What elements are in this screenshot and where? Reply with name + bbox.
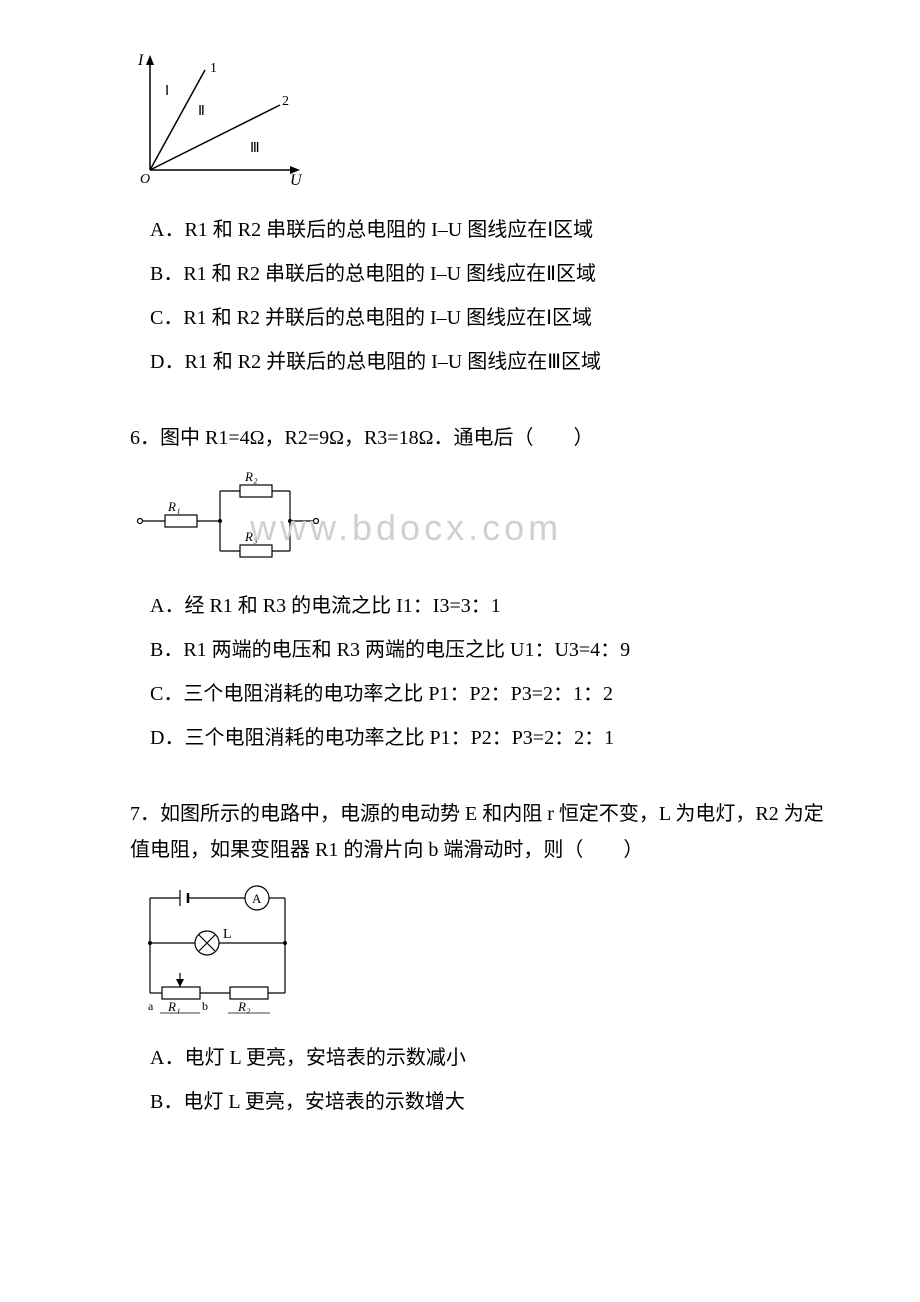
- q7-stem: 7．如图所示的电路中，电源的电动势 E 和内阻 r 恒定不变，L 为电灯，R2 …: [130, 796, 840, 868]
- q7-circuit-figure: A L a R₁ b R₂: [130, 878, 840, 1030]
- r1-label: R₁: [167, 499, 180, 514]
- region1-label: Ⅰ: [165, 84, 169, 99]
- region2-label: Ⅱ: [198, 104, 205, 119]
- q5-option-b: B．R1 和 R2 串联后的总电阻的 I–U 图线应在Ⅱ区域: [150, 256, 840, 292]
- r2-label-q7: R₂: [237, 999, 251, 1014]
- region3-label: Ⅲ: [250, 141, 260, 156]
- q6-option-a: A．经 R1 和 R3 的电流之比 I1：I3=3：1: [150, 588, 840, 624]
- r1-label-q7: R₁: [167, 999, 180, 1014]
- q5-option-c: C．R1 和 R2 并联后的总电阻的 I–U 图线应在Ⅰ区域: [150, 300, 840, 336]
- q5-option-d: D．R1 和 R2 并联后的总电阻的 I–U 图线应在Ⅲ区域: [150, 344, 840, 380]
- q5-graph-figure: I U O 1 2 Ⅰ Ⅱ Ⅲ: [130, 50, 840, 202]
- b-terminal-label: b: [202, 999, 208, 1013]
- line2-label: 2: [282, 94, 289, 109]
- line1-label: 1: [210, 61, 217, 76]
- q6-option-c: C．三个电阻消耗的电功率之比 P1：P2：P3=2：1：2: [150, 676, 840, 712]
- iv-graph: I U O 1 2 Ⅰ Ⅱ Ⅲ: [130, 50, 310, 190]
- a-terminal-label: a: [148, 999, 154, 1013]
- origin-label: O: [140, 172, 150, 187]
- circuit-diagram: R₁ R₂ R₃: [130, 466, 330, 566]
- q6-circuit-figure: R₁ R₂ R₃ www.bdocx.com: [130, 466, 840, 578]
- r2-label: R₂: [244, 469, 258, 484]
- circuit-diagram-2: A L a R₁ b R₂: [130, 878, 310, 1018]
- axis-y-label: I: [137, 52, 144, 69]
- q7-option-b: B．电灯 L 更亮，安培表的示数增大: [150, 1084, 840, 1120]
- q6-option-d: D．三个电阻消耗的电功率之比 P1：P2：P3=2：2：1: [150, 720, 840, 756]
- ammeter-label: A: [252, 891, 262, 906]
- q6-option-b: B．R1 两端的电压和 R3 两端的电压之比 U1：U3=4：9: [150, 632, 840, 668]
- r3-label: R₃: [244, 529, 257, 544]
- axis-x-label: U: [290, 172, 303, 189]
- lamp-label: L: [223, 927, 232, 942]
- q6-stem: 6．图中 R1=4Ω，R2=9Ω，R3=18Ω．通电后（ ）: [130, 420, 840, 456]
- q7-option-a: A．电灯 L 更亮，安培表的示数减小: [150, 1040, 840, 1076]
- q5-option-a: A．R1 和 R2 串联后的总电阻的 I–U 图线应在Ⅰ区域: [150, 212, 840, 248]
